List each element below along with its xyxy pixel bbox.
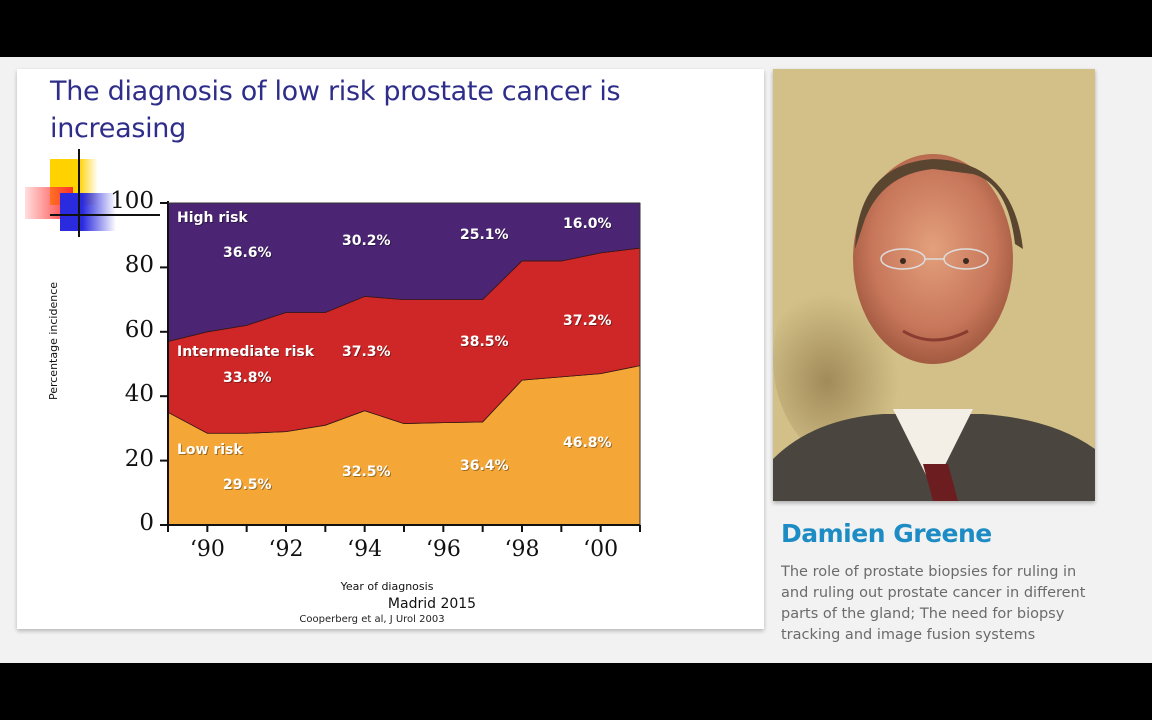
stacked-area-chart bbox=[160, 201, 641, 532]
x-tick-label: ‘00 bbox=[583, 537, 619, 562]
pct-high-3: 25.1% bbox=[460, 227, 509, 243]
pct-high-1: 36.6% bbox=[223, 245, 272, 261]
x-tick-label: ‘96 bbox=[425, 537, 461, 562]
y-tick-label: 0 bbox=[139, 510, 154, 536]
pct-low-2: 32.5% bbox=[342, 464, 391, 480]
speaker-photo bbox=[773, 69, 1095, 501]
video-stage: The diagnosis of low risk prostate cance… bbox=[0, 57, 1152, 663]
y-tick-label: 80 bbox=[124, 252, 154, 279]
speaker-portrait-image bbox=[773, 69, 1095, 501]
slide-footer-event: Madrid 2015 bbox=[387, 596, 477, 612]
speaker-name: Damien Greene bbox=[781, 519, 992, 548]
x-tick-label: ‘92 bbox=[268, 537, 304, 562]
x-tick-label: ‘98 bbox=[504, 537, 540, 562]
label-intermediate-risk: Intermediate risk bbox=[177, 344, 315, 360]
pct-low-3: 36.4% bbox=[460, 458, 509, 474]
pct-low-1: 29.5% bbox=[223, 477, 272, 493]
x-tick-label: ‘94 bbox=[347, 537, 383, 562]
pct-high-4: 16.0% bbox=[563, 216, 612, 232]
pct-intermediate-4: 37.2% bbox=[563, 313, 612, 329]
presentation-slide: The diagnosis of low risk prostate cance… bbox=[17, 69, 764, 629]
pct-low-4: 46.8% bbox=[563, 435, 612, 451]
x-tick-label: ‘90 bbox=[189, 537, 225, 562]
pct-intermediate-1: 33.8% bbox=[223, 370, 272, 386]
slide-citation: Cooperberg et al, J Urol 2003 bbox=[299, 614, 445, 625]
y-tick-label: 20 bbox=[124, 445, 154, 472]
x-axis-label: Year of diagnosis bbox=[340, 580, 434, 593]
y-tick-label: 100 bbox=[110, 188, 154, 214]
y-tick-label: 60 bbox=[124, 316, 154, 343]
pct-high-2: 30.2% bbox=[342, 233, 391, 249]
decorative-vertical-line bbox=[78, 149, 80, 237]
y-tick-label: 40 bbox=[124, 381, 154, 408]
pct-intermediate-3: 38.5% bbox=[460, 334, 509, 350]
speaker-description: The role of prostate biopsies for ruling… bbox=[781, 564, 1086, 643]
decorative-blue-square-icon bbox=[60, 193, 116, 231]
decorative-horizontal-line bbox=[50, 214, 160, 216]
slide-title: The diagnosis of low risk prostate cance… bbox=[50, 76, 621, 144]
pct-intermediate-2: 37.3% bbox=[342, 344, 391, 360]
label-high-risk: High risk bbox=[177, 210, 248, 226]
y-axis-label: Percentage incidence bbox=[47, 281, 60, 401]
label-low-risk: Low risk bbox=[177, 442, 243, 458]
